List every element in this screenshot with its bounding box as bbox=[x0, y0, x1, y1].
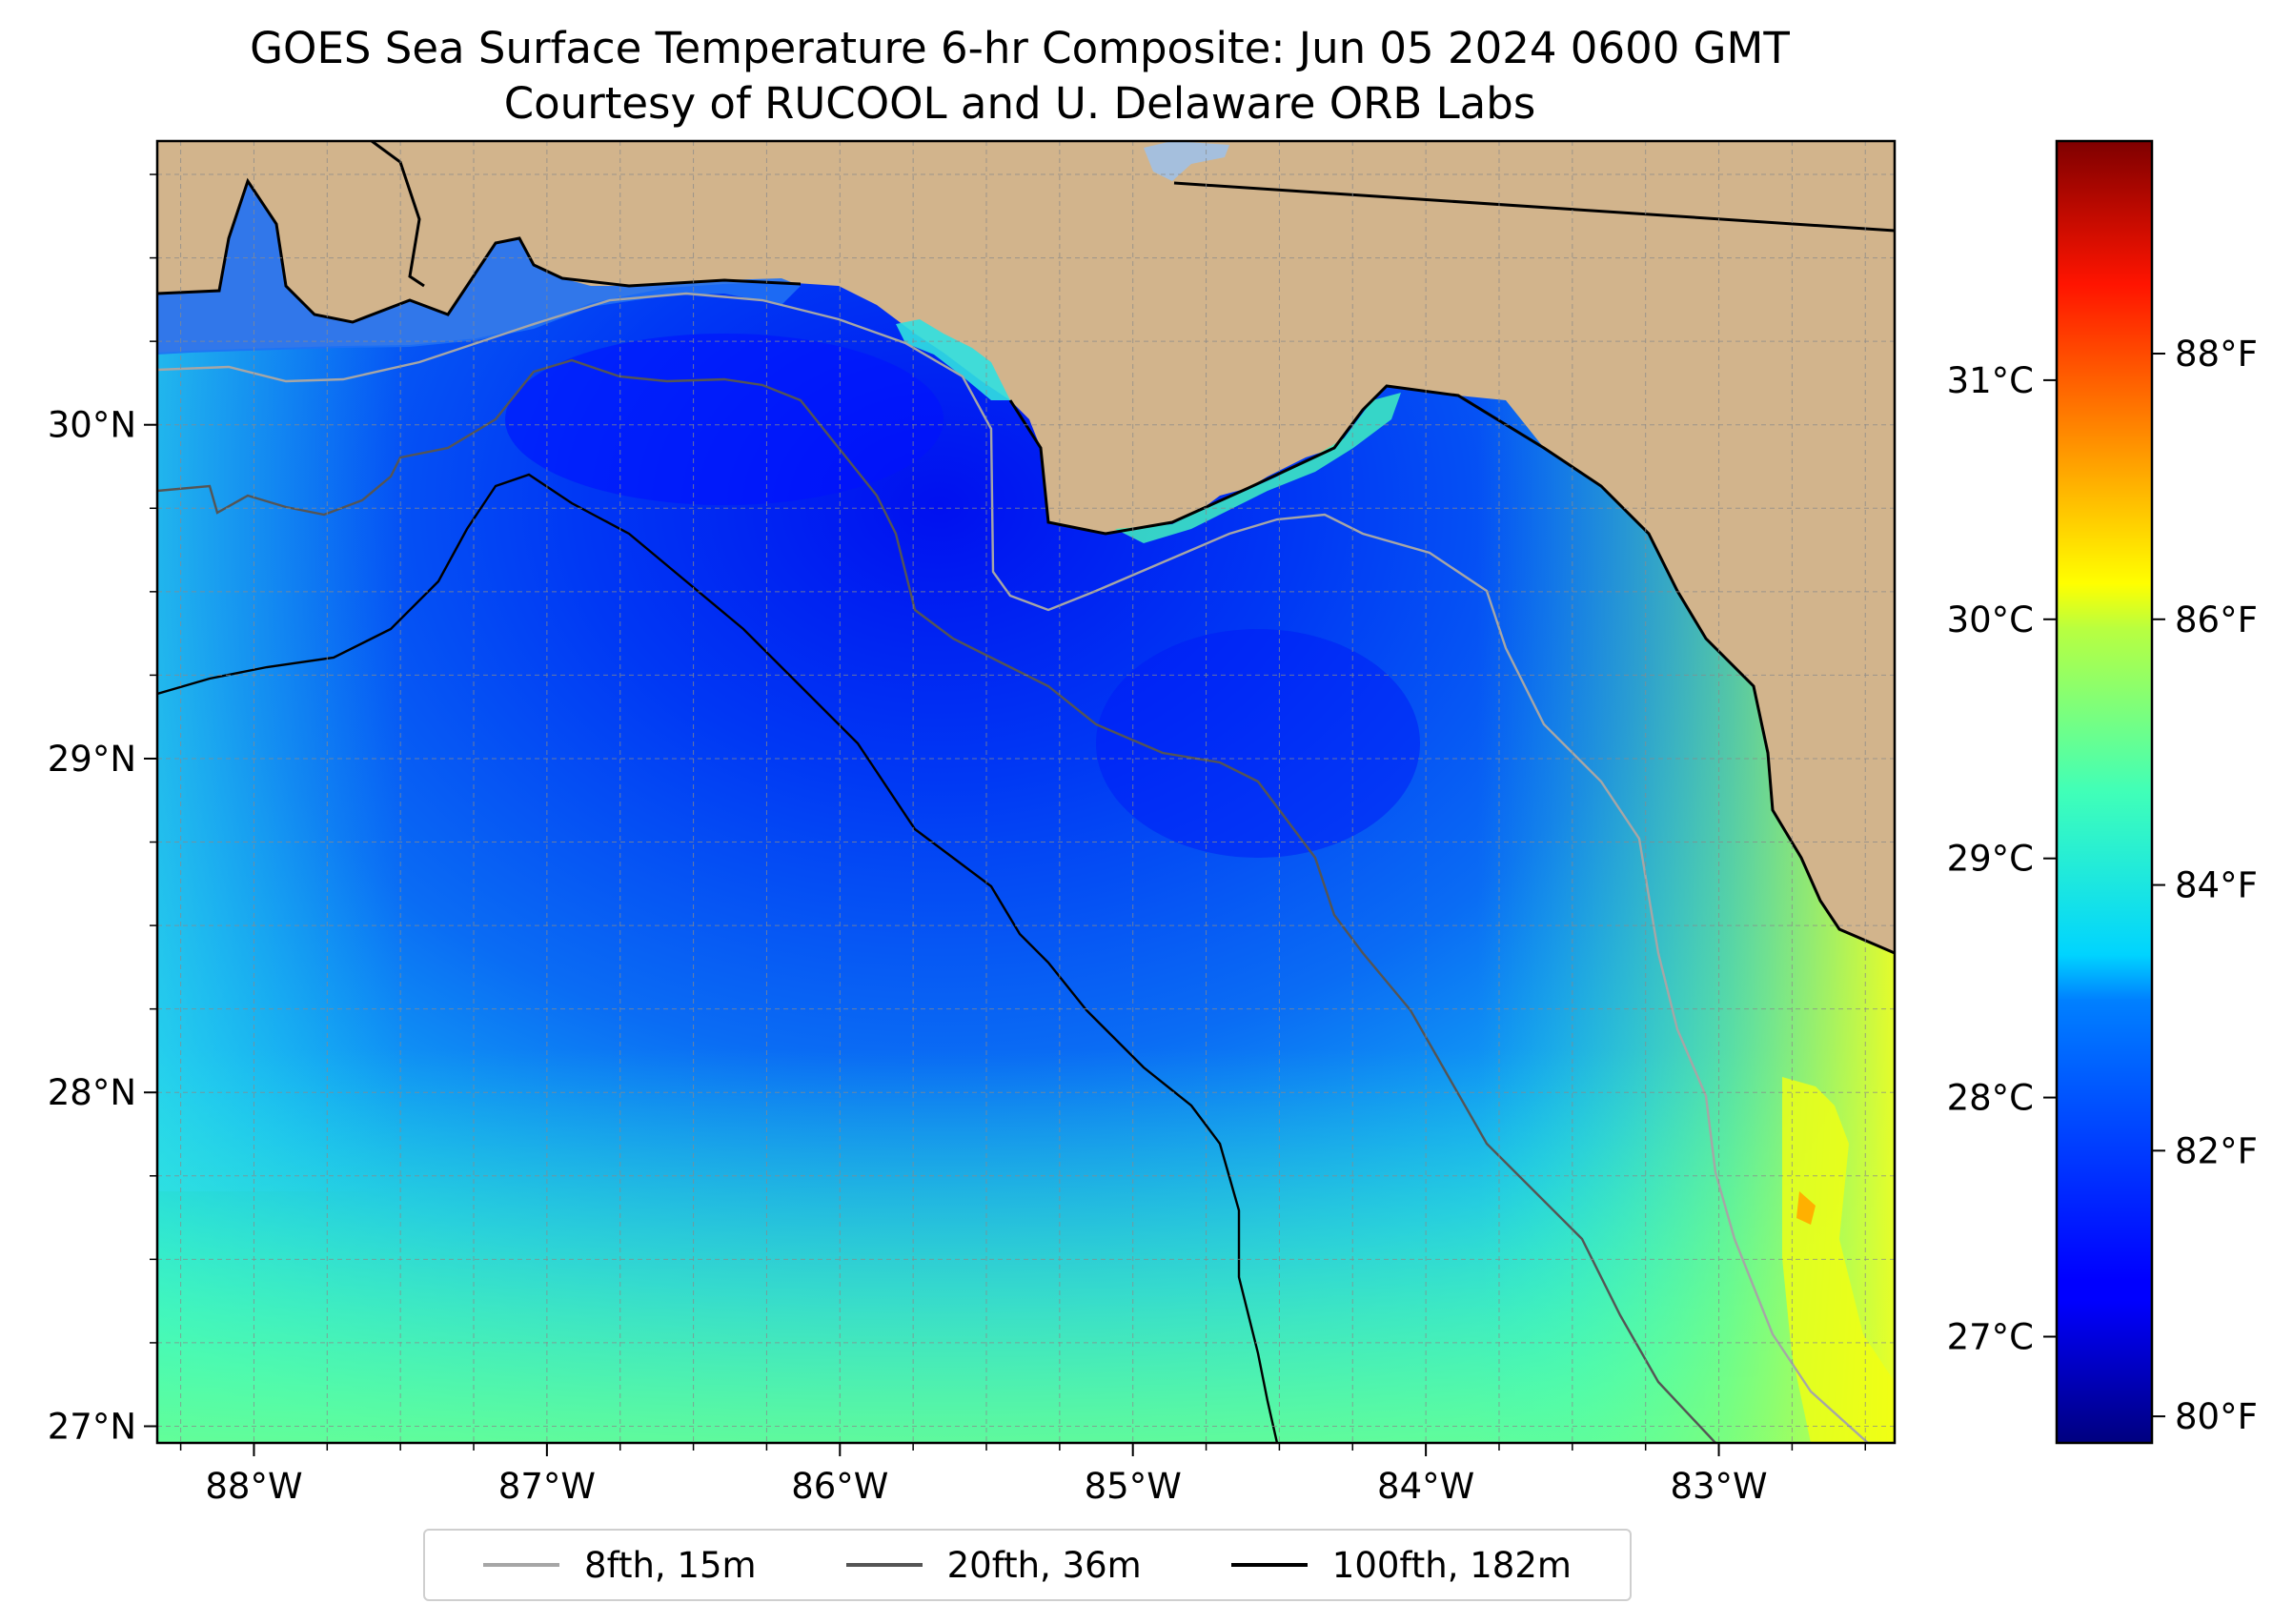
celsius-tick-label: 30°C bbox=[1947, 599, 2034, 640]
isobath-100fth bbox=[157, 473, 1279, 1443]
state-border-fl-ga bbox=[1173, 181, 1895, 233]
legend-swatch-8fth bbox=[483, 1563, 560, 1567]
cold-core-central bbox=[1096, 629, 1420, 858]
legend-label-100fth: 100fth, 182m bbox=[1331, 1544, 1572, 1586]
lon-tick-label: 86°W bbox=[791, 1466, 888, 1507]
state-border-al-fl bbox=[371, 141, 425, 288]
coastal-shelf-water bbox=[896, 319, 1010, 400]
hot-spot-tampa bbox=[1796, 1191, 1816, 1225]
fahrenheit-tick-label: 88°F bbox=[2175, 334, 2258, 375]
legend-label-20fth: 20fth, 36m bbox=[946, 1544, 1142, 1586]
longitude-axis: 88°W 87°W 86°W 85°W 84°W 83°W bbox=[179, 1443, 1867, 1507]
lon-tick-label: 87°W bbox=[498, 1466, 596, 1507]
lat-tick-label: 30°N bbox=[48, 405, 136, 446]
land bbox=[157, 141, 1895, 953]
lon-tick-label: 84°W bbox=[1377, 1466, 1474, 1507]
isobath-20fth bbox=[157, 358, 1716, 1443]
colorbar-celsius-axis: 27°C 28°C 29°C 30°C 31°C bbox=[1947, 360, 2057, 1357]
legend-swatch-100fth bbox=[1230, 1563, 1308, 1567]
lake bbox=[1144, 141, 1229, 181]
fahrenheit-tick-label: 80°F bbox=[2175, 1396, 2258, 1437]
fahrenheit-tick-label: 82°F bbox=[2175, 1130, 2258, 1171]
legend-item-20fth: 20fth, 36m bbox=[845, 1544, 1142, 1586]
latitude-axis: 27°N 28°N 29°N 30°N bbox=[48, 173, 157, 1447]
celsius-tick-label: 28°C bbox=[1947, 1078, 2034, 1119]
map-gridlines bbox=[157, 141, 1895, 1443]
legend-swatch-20fth bbox=[845, 1563, 923, 1567]
sst-map bbox=[157, 141, 1895, 1443]
celsius-tick-label: 27°C bbox=[1947, 1316, 2034, 1357]
legend-item-8fth: 8fth, 15m bbox=[483, 1545, 757, 1586]
cold-core-north bbox=[505, 334, 944, 505]
lon-tick-label: 83°W bbox=[1670, 1466, 1767, 1507]
figure-subtitle: Courtesy of RUCOOL and U. Delaware ORB L… bbox=[503, 78, 1536, 129]
colorbar-fahrenheit-axis: 80°F 82°F 84°F 86°F 88°F bbox=[2152, 334, 2258, 1437]
lat-tick-label: 27°N bbox=[48, 1406, 136, 1447]
isobath-legend: 8fth, 15m 20fth, 36m 100fth, 182m bbox=[423, 1529, 1632, 1601]
fahrenheit-tick-label: 84°F bbox=[2175, 865, 2258, 906]
fahrenheit-tick-label: 86°F bbox=[2175, 599, 2258, 640]
figure-title: GOES Sea Surface Temperature 6-hr Compos… bbox=[250, 23, 1790, 73]
coastal-bays-west bbox=[157, 181, 801, 355]
celsius-tick-label: 31°C bbox=[1947, 360, 2034, 401]
lon-tick-label: 85°W bbox=[1085, 1466, 1182, 1507]
legend-item-100fth: 100fth, 182m bbox=[1230, 1544, 1572, 1586]
legend-label-8fth: 8fth, 15m bbox=[584, 1544, 757, 1586]
celsius-tick-label: 29°C bbox=[1947, 839, 2034, 880]
isobath-8fth bbox=[157, 292, 1869, 1443]
lat-tick-label: 28°N bbox=[48, 1072, 136, 1113]
colorbar-frame bbox=[2055, 139, 2154, 1445]
colorbar bbox=[2057, 141, 2152, 1443]
tampa-bay-warm-water bbox=[1782, 1077, 1895, 1443]
lat-tick-label: 29°N bbox=[48, 739, 136, 780]
map-frame bbox=[155, 139, 1897, 1445]
lon-tick-label: 88°W bbox=[205, 1466, 302, 1507]
cooler-water-west bbox=[157, 334, 405, 1191]
